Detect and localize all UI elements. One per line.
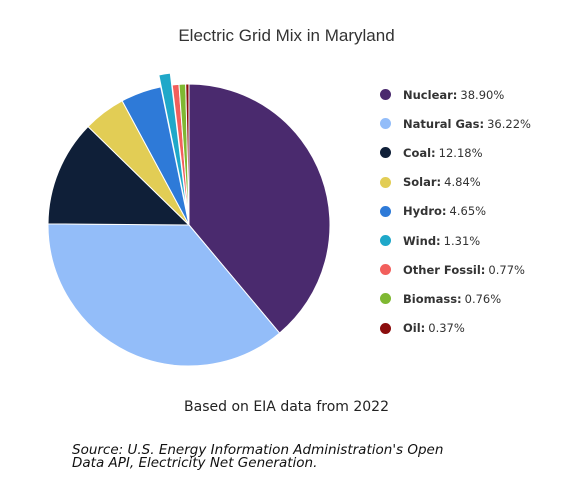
legend-label-wind: Wind: (403, 233, 441, 248)
legend-label-biomass: Biomass: (403, 291, 462, 306)
legend-value-solar: 4.84% (444, 175, 481, 190)
pie-chart (47, 72, 331, 367)
source-line-2: Data API, Electricity Net Generation. (72, 455, 318, 471)
pie-slice-wind[interactable] (158, 72, 188, 214)
legend-marker-solar (380, 176, 391, 188)
legend-label-other-fossil: Other Fossil: (403, 262, 486, 277)
legend-marker-nuclear (380, 89, 391, 101)
legend-label-oil: Oil: (403, 321, 426, 336)
legend-label-nuclear: Nuclear: (403, 87, 458, 102)
legend-item-coal[interactable]: Coal: 12.18% (380, 138, 531, 167)
legend-item-wind[interactable]: Wind: 1.31% (380, 226, 531, 255)
chart-legend: Nuclear: 38.90% Natural Gas: 36.22% Coal: 12.… (380, 80, 531, 343)
legend-label-natural-gas: Natural Gas: (403, 116, 485, 131)
legend-value-biomass: 0.76% (464, 291, 502, 306)
pie-slice-hydro[interactable] (121, 86, 190, 226)
legend-item-nuclear[interactable]: Nuclear: 38.90% (380, 80, 531, 109)
legend-value-wind: 1.31% (443, 233, 481, 248)
pie-slice-oil[interactable] (185, 83, 190, 226)
legend-marker-coal (380, 147, 391, 159)
legend-item-solar[interactable]: Solar: 4.84% (380, 168, 531, 197)
source-note: Source: U.S. Energy Information Administ… (72, 442, 532, 471)
pie-slice-coal[interactable] (47, 125, 191, 226)
source-line-1: Source: U.S. Energy Information Administ… (72, 442, 444, 458)
legend-marker-natural-gas (380, 118, 391, 130)
legend-item-other-fossil[interactable]: Other Fossil: 0.77% (380, 255, 531, 284)
legend-label-coal: Coal: (403, 145, 436, 160)
legend-value-nuclear: 38.90% (460, 87, 505, 102)
legend-marker-hydro (380, 205, 391, 217)
legend-marker-oil (380, 322, 391, 334)
legend-item-natural-gas[interactable]: Natural Gas: 36.22% (380, 109, 531, 138)
pie-slice-natural-gas[interactable] (47, 223, 281, 367)
data-caption: Based on EIA data from 2022 (184, 399, 389, 415)
legend-marker-wind (380, 235, 391, 247)
legend-item-oil[interactable]: Oil: 0.37% (380, 314, 531, 343)
legend-label-solar: Solar: (403, 175, 442, 190)
legend-label-hydro: Hydro: (403, 204, 447, 219)
legend-marker-biomass (380, 293, 391, 305)
legend-value-other-fossil: 0.77% (488, 262, 525, 277)
chart-title: Electric Grid Mix in Maryland (178, 26, 395, 45)
legend-value-oil: 0.37% (428, 321, 465, 336)
legend-value-hydro: 4.65% (449, 204, 487, 219)
legend-value-natural-gas: 36.22% (487, 116, 531, 131)
legend-item-biomass[interactable]: Biomass: 0.76% (380, 284, 531, 313)
legend-value-coal: 12.18% (438, 145, 483, 160)
legend-item-hydro[interactable]: Hydro: 4.65% (380, 197, 531, 226)
legend-marker-other-fossil (380, 264, 391, 276)
pie-slice-nuclear[interactable] (188, 83, 331, 334)
